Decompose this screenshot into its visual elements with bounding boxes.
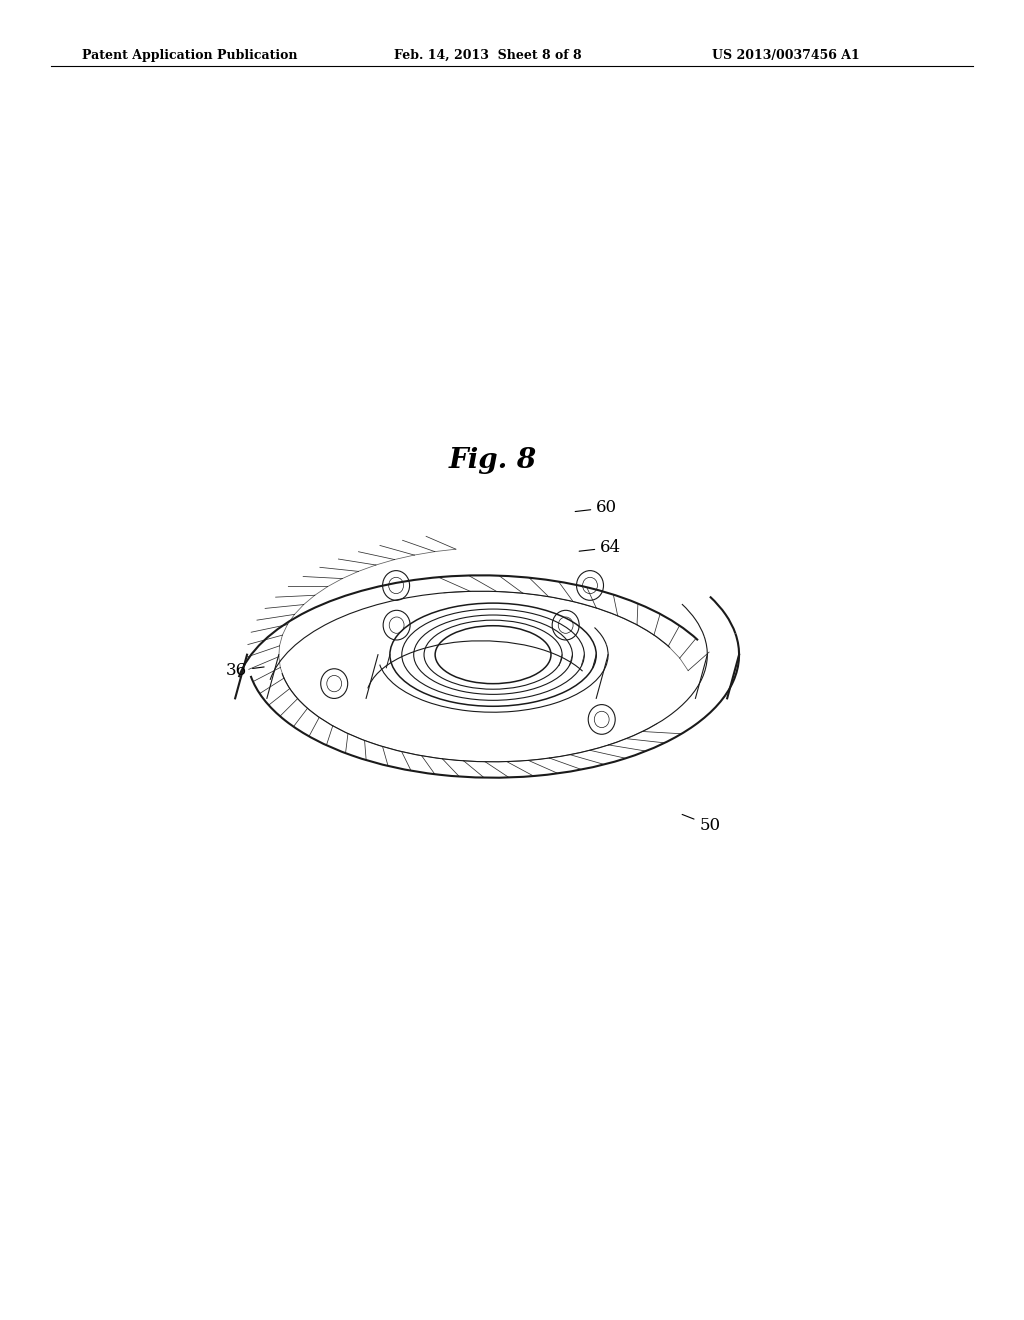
Text: 36: 36 <box>226 663 264 678</box>
Text: US 2013/0037456 A1: US 2013/0037456 A1 <box>712 49 859 62</box>
Text: Patent Application Publication: Patent Application Publication <box>82 49 297 62</box>
Text: 50: 50 <box>682 814 721 834</box>
Text: 64: 64 <box>580 539 622 556</box>
Text: Fig. 8: Fig. 8 <box>449 446 538 474</box>
Text: Feb. 14, 2013  Sheet 8 of 8: Feb. 14, 2013 Sheet 8 of 8 <box>394 49 582 62</box>
Text: 60: 60 <box>575 499 617 516</box>
